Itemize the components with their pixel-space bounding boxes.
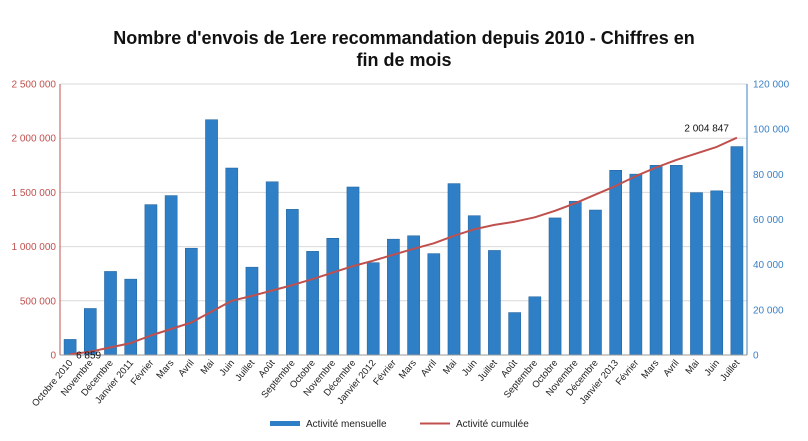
y-left-tick-label: 1 000 000 — [12, 242, 57, 253]
x-tick-label: Mars — [154, 358, 176, 381]
bar — [185, 247, 198, 356]
bar — [730, 146, 744, 356]
x-tick-label: Mai — [441, 358, 459, 377]
y-left-tick-label: 500 000 — [20, 296, 57, 307]
bar — [710, 190, 724, 356]
y-right-tick-label: 40 000 — [753, 260, 784, 271]
y-left-tick-labels: 0 500 000 1 000 000 1 500 000 2 000 000 2 500… — [12, 80, 57, 362]
bar — [589, 209, 602, 356]
x-tick-label: Mai — [199, 358, 217, 377]
y-right-tick-label: 0 — [753, 351, 759, 362]
legend-swatch-bars — [270, 421, 300, 426]
cumulative-line — [69, 136, 738, 356]
annotations: 6 859 2 004 847 — [76, 124, 729, 362]
bar — [83, 308, 97, 356]
bar — [245, 266, 259, 356]
chart-title-line-1: Nombre d'envois de 1ere recommandation d… — [113, 28, 694, 48]
y-right-tick-label: 20 000 — [753, 305, 784, 316]
gridlines — [60, 83, 747, 302]
y-right-tick-label: 100 000 — [753, 125, 790, 136]
x-tick-label: Juillet — [476, 358, 500, 384]
y-left-tick-label: 2 500 000 — [12, 80, 57, 91]
y-right-tick-label: 60 000 — [753, 215, 784, 226]
bars-series — [63, 119, 744, 356]
y-right-tick-labels: 0 20 000 40 000 60 000 80 000 100 000 120 000 — [753, 80, 790, 362]
bar — [609, 170, 622, 356]
bar — [306, 251, 319, 356]
y-right-tick-label: 80 000 — [753, 170, 784, 181]
legend: Activité mensuelle Activité cumulée — [270, 419, 529, 430]
bar — [467, 215, 481, 356]
bar — [63, 339, 77, 356]
x-tick-label: Avril — [419, 358, 439, 379]
bar — [427, 253, 441, 356]
y-left-tick-label: 2 000 000 — [12, 134, 57, 145]
x-tick-label: Mars — [397, 358, 419, 381]
y-right-tick-label: 120 000 — [753, 80, 790, 91]
line-series — [69, 136, 738, 356]
bar — [366, 262, 380, 356]
x-tick-label: Mai — [684, 358, 702, 377]
bar — [508, 312, 521, 356]
bar — [629, 173, 643, 356]
bar — [649, 165, 663, 356]
bar — [407, 235, 420, 356]
bar — [690, 192, 703, 356]
bar — [225, 167, 239, 356]
legend-label-bars: Activité mensuelle — [306, 419, 387, 430]
bar — [669, 165, 683, 356]
chart-title-line-2: fin de mois — [356, 50, 451, 70]
bar — [104, 271, 117, 356]
y-left-tick-label: 0 — [50, 351, 56, 362]
bar — [568, 200, 582, 356]
bar — [346, 186, 360, 356]
x-tick-label: Juillet — [233, 358, 257, 384]
x-tick-label: Mars — [639, 358, 661, 381]
y-left-tick-label: 1 500 000 — [12, 188, 57, 199]
bar — [548, 217, 562, 356]
bar — [286, 209, 299, 356]
bar — [326, 237, 340, 356]
annotation-label: 6 859 — [76, 350, 101, 361]
x-tick-label: Juillet — [718, 358, 742, 384]
annotation-label: 2 004 847 — [684, 124, 729, 135]
bar — [447, 183, 461, 356]
bar — [144, 204, 158, 356]
legend-label-line: Activité cumulée — [456, 419, 529, 430]
bar — [265, 181, 279, 356]
x-tick-label: Avril — [661, 358, 681, 379]
bar — [528, 296, 542, 356]
bar — [205, 119, 218, 356]
axes — [59, 84, 748, 356]
bar — [488, 250, 501, 356]
x-tick-label: Avril — [176, 358, 196, 379]
